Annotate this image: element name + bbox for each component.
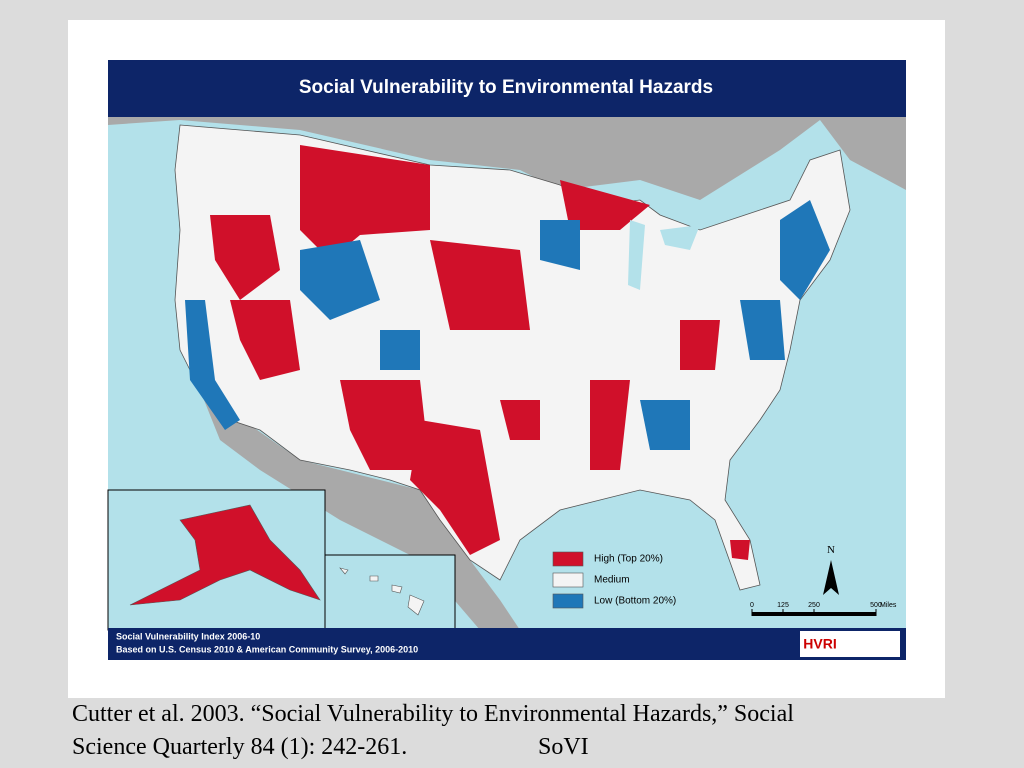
footer-line: Social Vulnerability Index 2006-10 — [116, 631, 260, 641]
legend-label: Medium — [594, 575, 630, 586]
compass-label: N — [827, 544, 835, 556]
hawaii-inset — [324, 554, 456, 631]
alaska — [129, 504, 321, 606]
scale-label: 250 — [808, 602, 820, 609]
great-lakes — [628, 220, 700, 290]
scale-label: 125 — [777, 602, 789, 609]
hawaii — [339, 567, 425, 616]
map-title: Social Vulnerability to Environmental Ha… — [299, 77, 713, 98]
legend-swatch — [552, 551, 584, 567]
canada — [108, 117, 906, 200]
logo-box — [800, 631, 900, 657]
us-map — [174, 124, 851, 591]
high-areas — [210, 145, 750, 560]
footer-line: Based on U.S. Census 2010 & American Com… — [116, 644, 418, 654]
compass-arrow — [823, 560, 839, 595]
scale-label: 0 — [750, 602, 754, 609]
footer-bar — [108, 628, 906, 660]
caption-line: Cutter et al. 2003. “Social Vulnerabilit… — [72, 701, 794, 727]
legend: High (Top 20%) Medium Low (Bottom 20%) — [552, 551, 676, 609]
scale-unit: Miles — [880, 602, 897, 609]
low-areas — [185, 200, 830, 450]
caption-line: Science Quarterly 84 (1): 242-261. — [72, 734, 407, 760]
legend-label: High (Top 20%) — [594, 554, 663, 565]
legend-swatch — [552, 593, 584, 609]
legend-label: Low (Bottom 20%) — [594, 596, 676, 607]
legend-swatch — [552, 572, 584, 588]
caption-tag: SoVI — [538, 734, 589, 760]
title-bar — [108, 60, 906, 117]
logo: HVRI — [803, 636, 836, 652]
scale-label: 500 — [870, 602, 882, 609]
